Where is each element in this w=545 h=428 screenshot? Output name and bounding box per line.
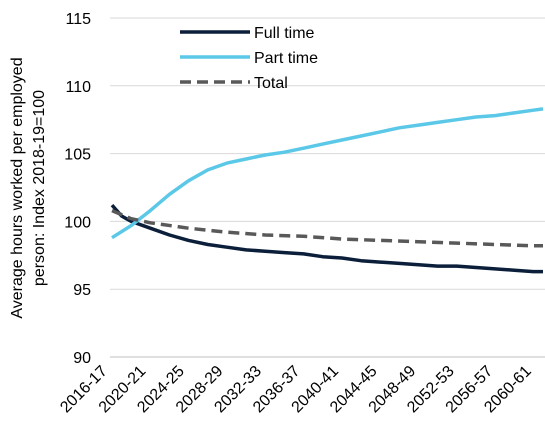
legend-label-full-time: Full time	[254, 25, 315, 42]
legend-label-total: Total	[254, 75, 288, 92]
x-tick-labels: 2016-172020-212024-252028-292032-332036-…	[57, 363, 535, 417]
series-line-total	[111, 208, 543, 248]
y-axis-title: Average hours worked per employed person…	[9, 57, 48, 318]
series-line-part-time	[111, 107, 544, 240]
y-tick-label: 110	[65, 79, 91, 96]
y-tick-label: 100	[64, 214, 91, 231]
y-axis-title-line-2: person: Index 2018-19=100	[31, 90, 48, 286]
y-tick-label: 115	[65, 11, 91, 28]
legend-label-part-time: Part time	[254, 50, 318, 67]
series-line-full-time	[110, 203, 543, 274]
y-tick-labels: 90 95 100 105 110 115	[64, 11, 91, 367]
gridlines	[110, 17, 545, 358]
series-lines	[110, 107, 544, 274]
y-tick-label: 105	[64, 147, 91, 164]
y-tick-label: 95	[73, 282, 91, 299]
y-tick-label: 90	[73, 350, 91, 367]
y-axis-title-line-1: Average hours worked per employed	[9, 57, 26, 318]
legend: Full time Part time Total	[180, 25, 318, 92]
